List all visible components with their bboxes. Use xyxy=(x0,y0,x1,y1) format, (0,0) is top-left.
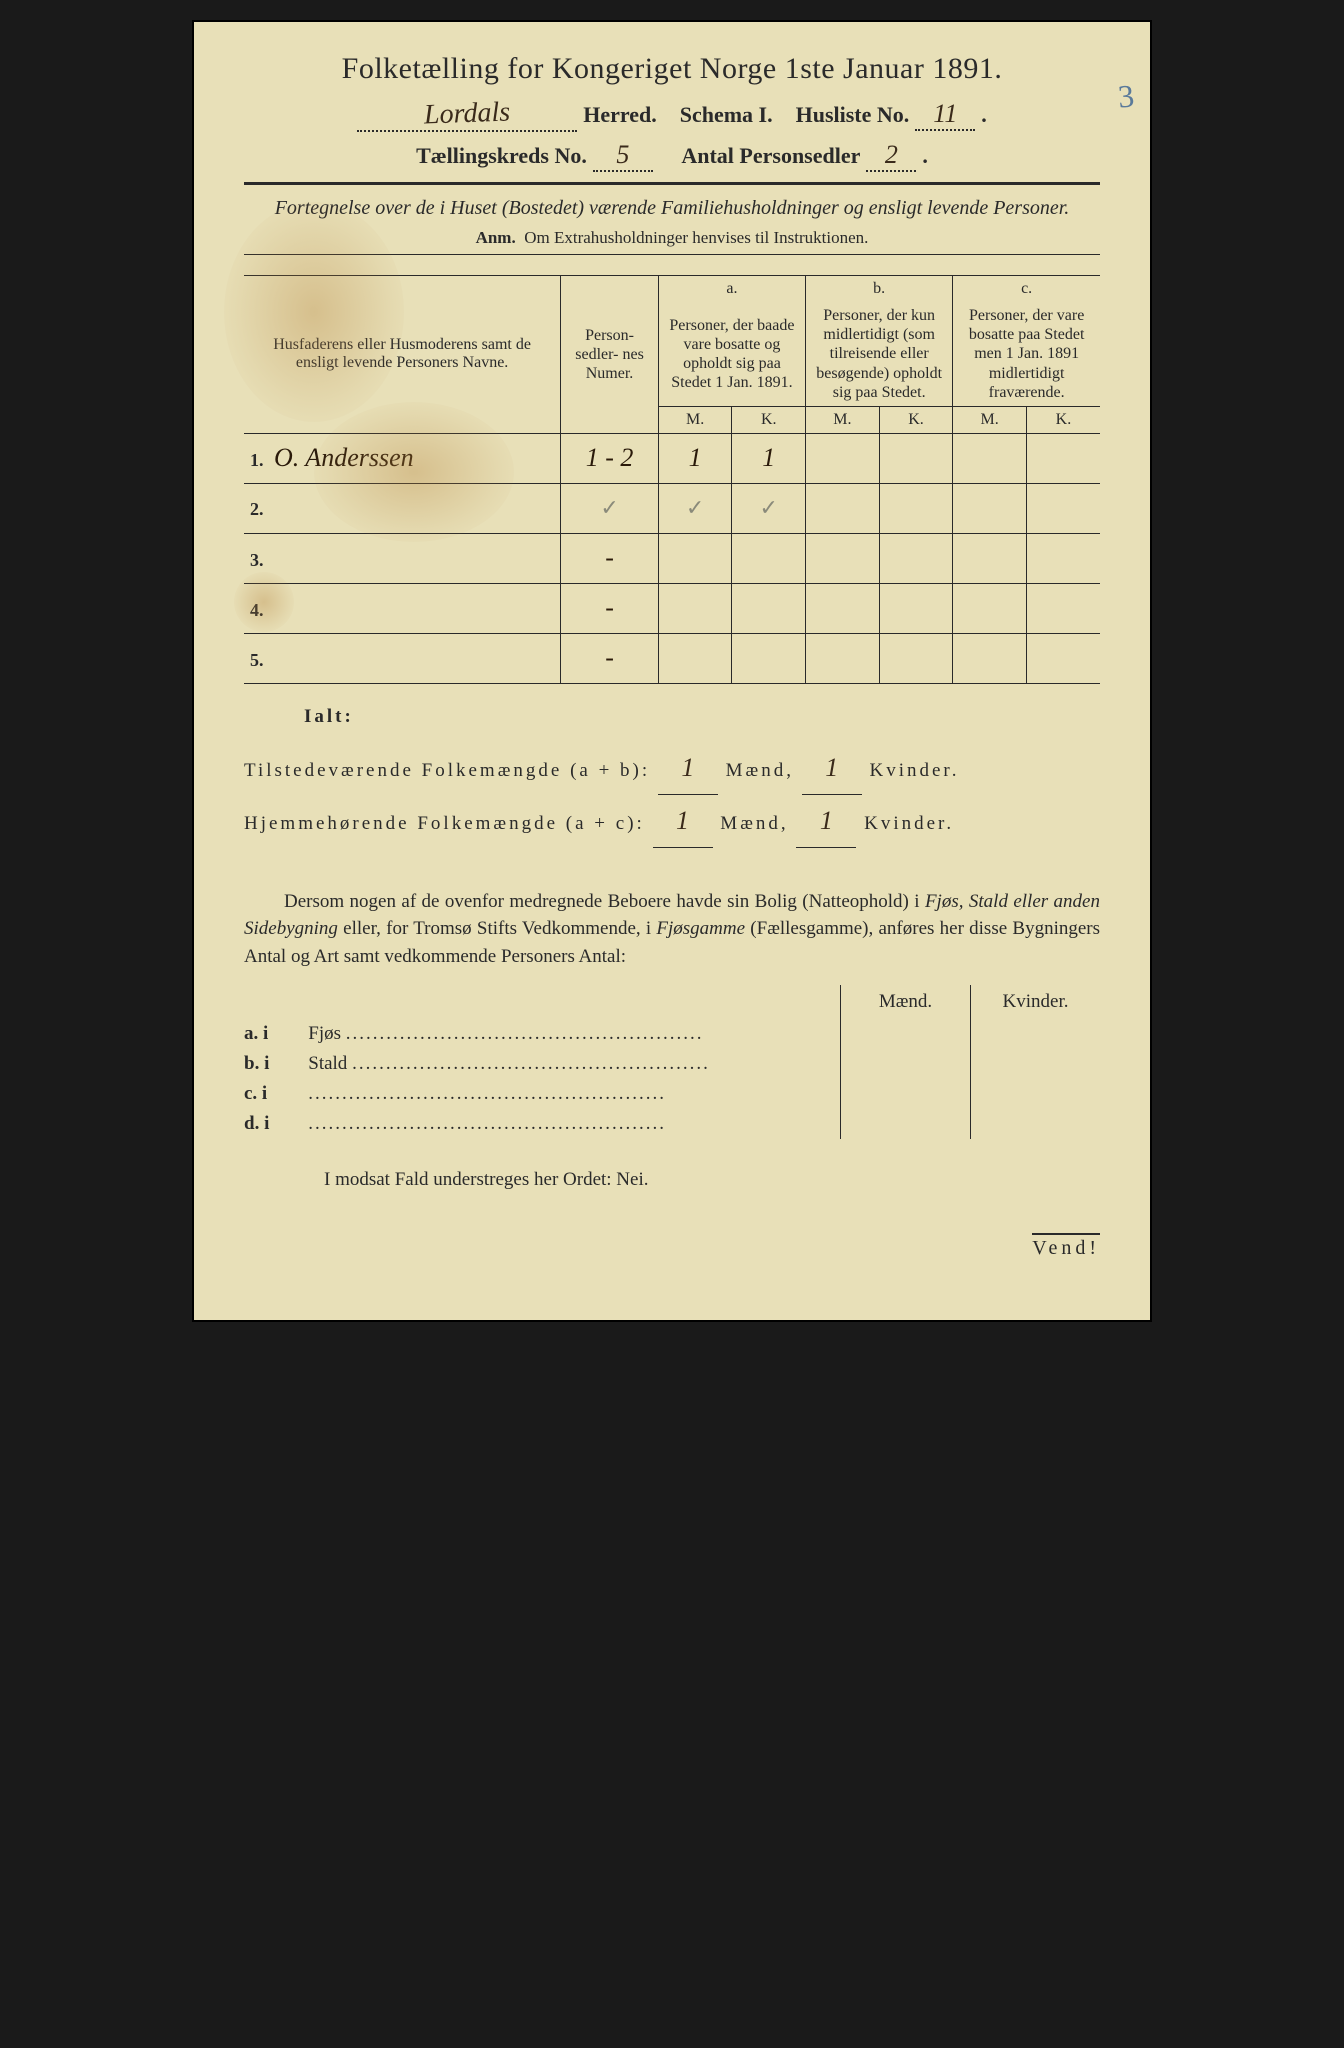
subtitle-anm: Anm. Om Extrahusholdninger henvises til … xyxy=(244,228,1100,248)
husliste-label: Husliste No. xyxy=(796,102,910,128)
outbuild-header-m: Mænd. xyxy=(840,985,970,1019)
form-title: Folketælling for Kongeriget Norge 1ste J… xyxy=(244,52,1100,86)
table-row: 2. ✓✓✓ xyxy=(244,483,1100,533)
subtitle-main: Fortegnelse over de i Huset (Bostedet) v… xyxy=(244,195,1100,222)
table-row: 3. - xyxy=(244,533,1100,583)
sum-line1-label: Tilstedeværende Folkemængde (a + b): xyxy=(244,760,650,781)
outbuilding-paragraph: Dersom nogen af de ovenfor medregnede Be… xyxy=(244,888,1100,971)
row-numer: ✓ xyxy=(600,495,618,520)
col-header-m: M. xyxy=(806,406,880,433)
row-numer: - xyxy=(605,593,614,622)
col-header-b-tag: b. xyxy=(806,276,953,303)
row-numer: 1 - 2 xyxy=(586,443,634,472)
census-form-page: 3 Folketælling for Kongeriget Norge 1ste… xyxy=(192,20,1152,1322)
col-header-c-tag: c. xyxy=(953,276,1100,303)
table-row: 4. - xyxy=(244,583,1100,633)
col-header-m: M. xyxy=(953,406,1027,433)
table-row: 5. - xyxy=(244,633,1100,683)
margin-pencil-note: 3 xyxy=(1116,77,1135,115)
row-numer: - xyxy=(605,543,614,572)
col-header-name: Husfaderens eller Husmoderens samt de en… xyxy=(244,276,561,434)
subtitle-block: Fortegnelse over de i Huset (Bostedet) v… xyxy=(244,195,1100,248)
col-header-a: Personer, der baade vare bosatte og opho… xyxy=(658,302,805,406)
household-table: Husfaderens eller Husmoderens samt de en… xyxy=(244,275,1100,684)
sum-lines: Tilstedeværende Folkemængde (a + b): 1 M… xyxy=(244,742,1100,848)
col-header-m: M. xyxy=(658,406,732,433)
outbuild-row: a. i Fjøs xyxy=(244,1019,840,1049)
antal-value: 2 xyxy=(885,140,898,169)
herred-value: Lordals xyxy=(424,97,511,132)
header-line-1: Lordals Herred. Schema I. Husliste No. 1… xyxy=(244,98,1100,132)
schema-label: Schema I. xyxy=(680,102,773,128)
row-numer: - xyxy=(605,643,614,672)
col-header-a-tag: a. xyxy=(658,276,805,303)
outbuild-row: c. i xyxy=(244,1079,840,1109)
ialt-block: Ialt: xyxy=(304,706,1100,728)
kreds-value: 5 xyxy=(616,140,629,169)
col-header-k: K. xyxy=(732,406,806,433)
outbuild-header-k: Kvinder. xyxy=(970,985,1100,1019)
outbuild-row: d. i xyxy=(244,1109,840,1139)
nei-line: I modsat Fald understreges her Ordet: Ne… xyxy=(324,1169,1100,1191)
col-header-k: K. xyxy=(1026,406,1100,433)
col-header-b: Personer, der kun midlertidigt (som tilr… xyxy=(806,302,953,406)
sum-line1-m: 1 xyxy=(681,753,694,782)
divider xyxy=(244,182,1100,185)
col-header-k: K. xyxy=(879,406,953,433)
sum-line2-label: Hjemmehørende Folkemængde (a + c): xyxy=(244,813,645,834)
table-row: 1. O. Anderssen1 - 211 xyxy=(244,433,1100,483)
antal-label: Antal Personsedler xyxy=(681,143,860,169)
husliste-value: 11 xyxy=(933,99,957,128)
herred-label: Herred. xyxy=(583,102,657,128)
ialt-label: Ialt: xyxy=(304,706,354,727)
sum-line2-k: 1 xyxy=(820,806,833,835)
header-line-2: Tællingskreds No. 5 Antal Personsedler 2… xyxy=(244,140,1100,172)
kreds-label: Tællingskreds No. xyxy=(416,143,587,169)
col-header-c: Personer, der vare bosatte paa Stedet me… xyxy=(953,302,1100,406)
outbuilding-table: Mænd. Kvinder. a. i Fjøs b. i Stald c. i… xyxy=(244,985,1100,1139)
sum-line1-k: 1 xyxy=(825,753,838,782)
col-header-numer: Person- sedler- nes Numer. xyxy=(561,276,659,434)
divider xyxy=(244,254,1100,255)
sum-line2-m: 1 xyxy=(676,806,689,835)
outbuild-row: b. i Stald xyxy=(244,1049,840,1079)
row-name: O. Anderssen xyxy=(274,443,414,472)
vend-label: Vend! xyxy=(244,1237,1100,1260)
